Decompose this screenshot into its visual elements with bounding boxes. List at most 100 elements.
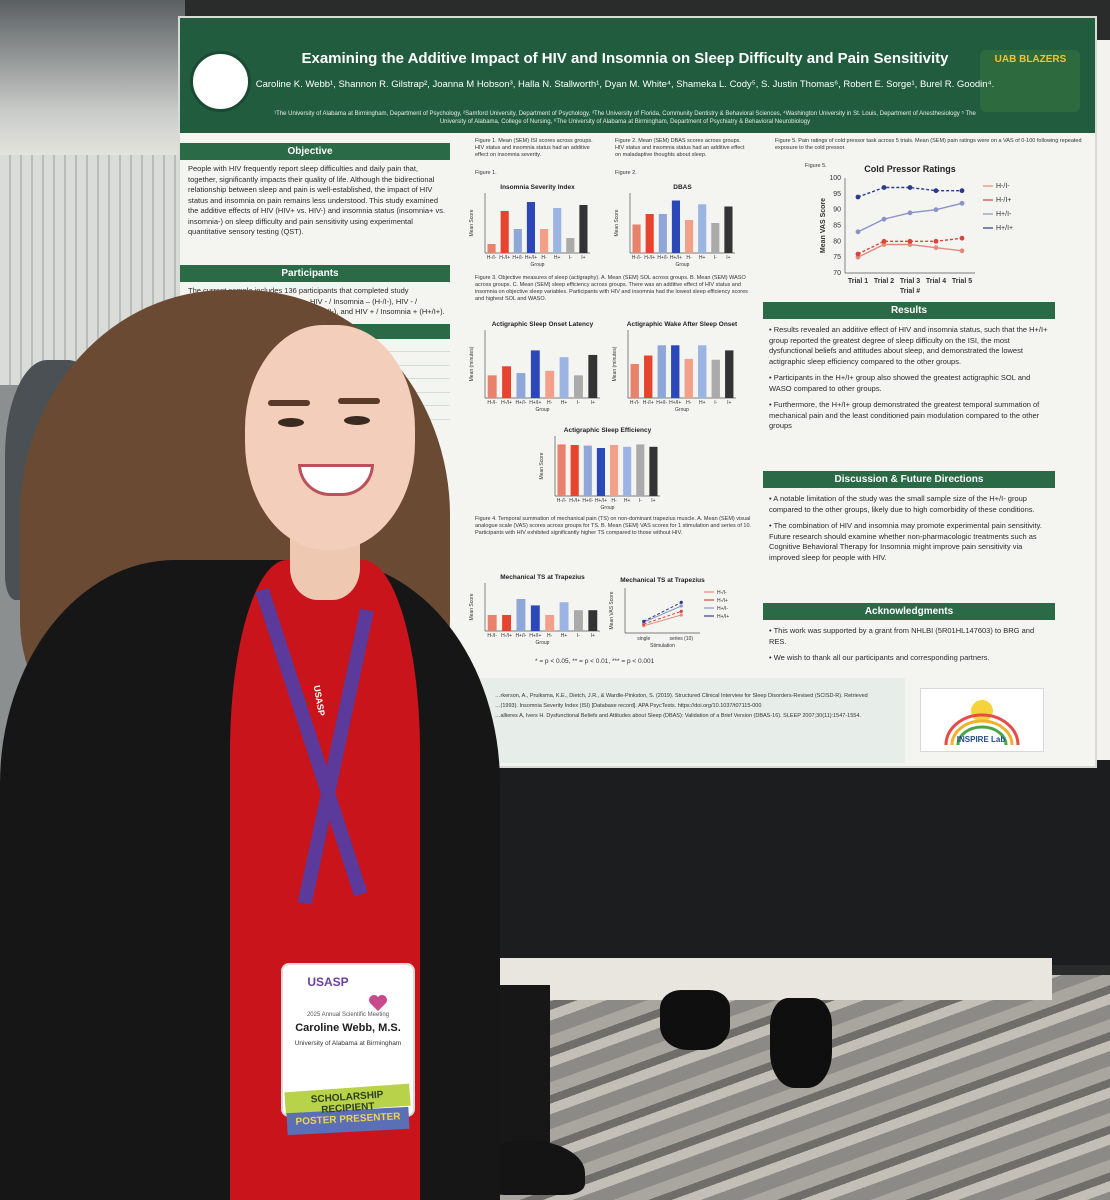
figure-1-label: Figure 1. bbox=[475, 170, 497, 176]
bar bbox=[630, 364, 639, 398]
bar bbox=[649, 446, 658, 496]
badge-name: Caroline Webb, M.S. bbox=[295, 1022, 401, 1034]
x-tick-label: I- bbox=[714, 255, 717, 261]
eyebrow bbox=[338, 398, 380, 404]
x-tick-label: H-/I- bbox=[557, 498, 567, 504]
bar bbox=[530, 605, 540, 631]
x-tick-label: H+/I- bbox=[515, 400, 526, 406]
data-point bbox=[855, 251, 861, 257]
shoe bbox=[770, 998, 832, 1088]
y-tick-label: 70 bbox=[833, 270, 841, 277]
bar bbox=[539, 229, 549, 253]
x-tick-label: I+ bbox=[591, 400, 595, 406]
chart-title: Mechanical TS at Trapezius bbox=[500, 574, 585, 581]
bar bbox=[657, 345, 666, 398]
discussion-section: Discussion & Future Directions • A notab… bbox=[763, 471, 1055, 569]
x-tick-label: I+ bbox=[651, 498, 655, 504]
x-tick-label: H+ bbox=[561, 400, 568, 406]
x-tick-label: H- bbox=[611, 498, 617, 504]
data-point bbox=[855, 194, 861, 200]
chart-title: Actigraphic Sleep Onset Latency bbox=[492, 321, 594, 328]
data-point bbox=[881, 238, 887, 244]
discussion-item: • The combination of HIV and insomnia ma… bbox=[769, 521, 1042, 562]
x-tick-label: H+ bbox=[561, 633, 568, 639]
data-point bbox=[933, 188, 939, 194]
x-tick-label: H+ bbox=[699, 400, 706, 406]
bar bbox=[711, 359, 720, 398]
bar bbox=[698, 345, 707, 398]
figure-1-caption: Figure 1. Mean (SEM) ISI scores across g… bbox=[475, 138, 593, 158]
heart-icon bbox=[369, 995, 387, 1011]
data-point bbox=[959, 200, 965, 206]
x-tick-label: I- bbox=[577, 633, 580, 639]
x-tick-label: H+/I- bbox=[657, 255, 668, 261]
data-point bbox=[881, 185, 887, 190]
y-axis-label: Mean VAS Score bbox=[820, 198, 827, 253]
references-list: …rkerson, A., Pruiksma, K.E., Dietch, J.… bbox=[465, 693, 905, 720]
y-axis-label: Mean Score bbox=[469, 209, 475, 236]
legend-label: H+/I- bbox=[996, 211, 1012, 218]
legend-label: H-/I- bbox=[996, 183, 1010, 190]
x-tick-label: I- bbox=[639, 498, 642, 504]
data-point bbox=[679, 609, 683, 614]
objective-text: People with HIV frequently report sleep … bbox=[188, 164, 446, 236]
data-point bbox=[959, 235, 965, 241]
x-tick-label: H-/I- bbox=[632, 255, 642, 261]
x-tick-label: H- bbox=[547, 633, 553, 639]
x-tick-label: I+ bbox=[727, 400, 731, 406]
data-point bbox=[855, 229, 861, 235]
x-tick-label: I+ bbox=[726, 255, 730, 261]
bar bbox=[684, 358, 693, 398]
bar bbox=[596, 448, 606, 496]
x-tick-label: H-/I+ bbox=[569, 498, 580, 504]
y-axis-label: Mean Score bbox=[614, 209, 620, 236]
series-line bbox=[643, 610, 682, 625]
x-tick-label: Trial 3 bbox=[900, 278, 920, 285]
series-line bbox=[643, 601, 682, 622]
poster-board-lower bbox=[460, 760, 1110, 965]
figure-3-caption: Figure 3. Objective measures of sleep (a… bbox=[475, 275, 748, 302]
badge-org: USASP bbox=[307, 975, 349, 989]
x-tick-label: Trial 1 bbox=[848, 278, 868, 285]
reference-line: …rkerson, A., Pruiksma, K.E., Dietch, J.… bbox=[495, 693, 868, 699]
results-list: • Results revealed an additive effect of… bbox=[763, 319, 1055, 432]
legend-label: H+/I+ bbox=[996, 225, 1013, 232]
bar bbox=[671, 345, 680, 398]
bar bbox=[526, 202, 536, 253]
discussion-list: • A notable limitation of the study was … bbox=[763, 488, 1055, 563]
x-axis-label: Group bbox=[531, 262, 545, 268]
shoe bbox=[660, 990, 730, 1050]
uab-blazers-logo bbox=[980, 50, 1080, 112]
data-point bbox=[933, 245, 939, 251]
series-line bbox=[643, 614, 682, 627]
y-axis-label: Mean Score bbox=[469, 593, 475, 620]
x-tick-label: H-/I- bbox=[487, 633, 497, 639]
bar bbox=[487, 375, 497, 398]
x-tick-label: Trial 4 bbox=[926, 278, 946, 285]
x-tick-label: H- bbox=[541, 255, 547, 261]
smiling-face bbox=[245, 325, 415, 550]
bar bbox=[545, 615, 555, 631]
poster-board-ledge bbox=[460, 958, 1052, 1000]
x-tick-label: Trial 5 bbox=[952, 278, 972, 285]
data-point bbox=[933, 238, 939, 244]
figure-2-label: Figure 2. bbox=[615, 170, 637, 176]
x-tick-label: I- bbox=[569, 255, 572, 261]
bar bbox=[487, 244, 496, 253]
results-section: Results • Results revealed an additive e… bbox=[763, 302, 1055, 438]
results-heading: Results bbox=[763, 302, 1055, 319]
x-tick-label: H+ bbox=[624, 498, 631, 504]
rainbow-icon bbox=[944, 713, 1020, 746]
eye bbox=[278, 418, 304, 427]
x-tick-label: series (10) bbox=[669, 636, 693, 642]
bar bbox=[724, 206, 733, 253]
data-point bbox=[907, 238, 913, 244]
acknowledgments-list: • This work was supported by a grant fro… bbox=[763, 620, 1055, 664]
data-point bbox=[933, 207, 939, 213]
x-tick-label: Trial 2 bbox=[874, 278, 894, 285]
bar bbox=[658, 214, 667, 253]
y-axis-label: Mean Score bbox=[539, 452, 545, 479]
reference-line: …(1993). Insomnia Severity Index (ISI) [… bbox=[495, 703, 762, 709]
x-tick-label: H+/I- bbox=[515, 633, 526, 639]
x-tick-label: H+/I- bbox=[512, 255, 523, 261]
